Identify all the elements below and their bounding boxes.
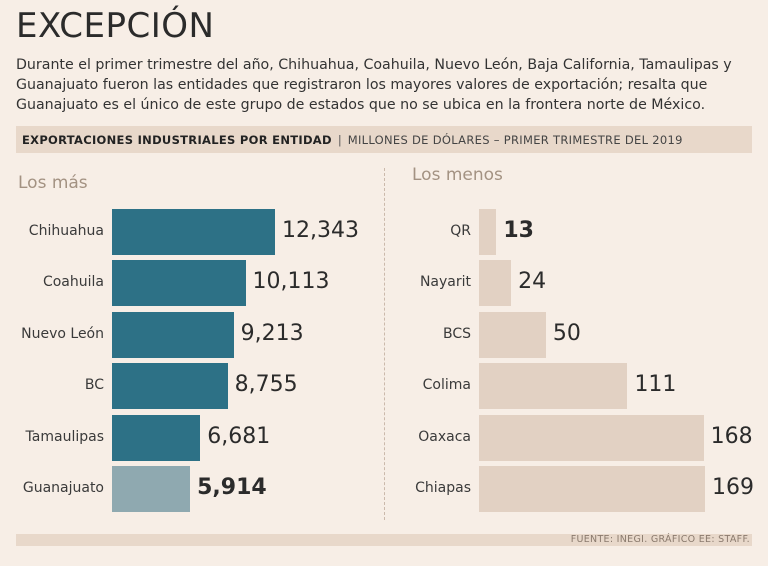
bar-guanajuato [112, 466, 191, 512]
value-label: 5,914 [197, 475, 267, 500]
subtitle-bar: EXPORTACIONES INDUSTRIALES POR ENTIDAD |… [16, 126, 752, 153]
value-label: 50 [552, 320, 581, 346]
footer-bar [16, 534, 752, 546]
category-label: Chihuahua [28, 223, 104, 239]
bar-oaxaca [479, 414, 704, 461]
value-label: 111 [634, 372, 677, 398]
value-label: 9,213 [240, 320, 304, 346]
value-label: 168 [710, 423, 753, 449]
value-label: 6,681 [207, 423, 271, 449]
value-label: 8,755 [234, 372, 298, 398]
value-label: 13 [503, 218, 534, 243]
category-label: BC [84, 377, 104, 394]
value-label: 24 [518, 269, 547, 295]
category-label: QR [450, 223, 471, 239]
category-label: Guanajuato [22, 480, 104, 496]
subtitle-main: EXPORTACIONES INDUSTRIALES POR ENTIDAD [22, 132, 332, 147]
category-label: Tamaulipas [25, 428, 104, 445]
bar-coahuila [112, 260, 246, 307]
category-label: Nuevo León [21, 325, 104, 342]
bar-chiapas [479, 466, 705, 512]
category-label: BCS [442, 325, 471, 342]
bar-chihuahua [112, 209, 275, 255]
chart-title: EXCEPCIÓN [16, 6, 215, 46]
category-label: Chiapas [415, 480, 471, 496]
bar-nayarit [479, 260, 512, 307]
bar-qr [479, 209, 497, 255]
source-note: FUENTE: INEGI. GRÁFICO EE: STAFF. [570, 534, 750, 545]
bar-colima [479, 363, 628, 410]
heading-bottom-states: Los menos [412, 165, 503, 185]
subtitle-units: MILLONES DE DÓLARES – PRIMER TRIMESTRE D… [347, 132, 683, 147]
category-label: Oaxaca [418, 428, 471, 445]
bar-bcs [479, 311, 546, 358]
bar-tamaulipas [112, 414, 201, 461]
heading-top-states: Los más [18, 173, 88, 193]
bar-bc [112, 363, 228, 410]
intro-paragraph: Durante el primer trimestre del año, Chi… [16, 57, 732, 113]
value-label: 169 [712, 475, 754, 500]
value-label: 10,113 [252, 269, 330, 295]
bar-nuevo-le-n [112, 311, 234, 358]
category-label: Coahuila [42, 274, 104, 291]
value-label: 12,343 [282, 218, 359, 243]
subtitle-separator: | [337, 132, 342, 147]
column-divider [384, 168, 385, 520]
category-label: Nayarit [419, 274, 471, 291]
category-label: Colima [422, 377, 471, 394]
